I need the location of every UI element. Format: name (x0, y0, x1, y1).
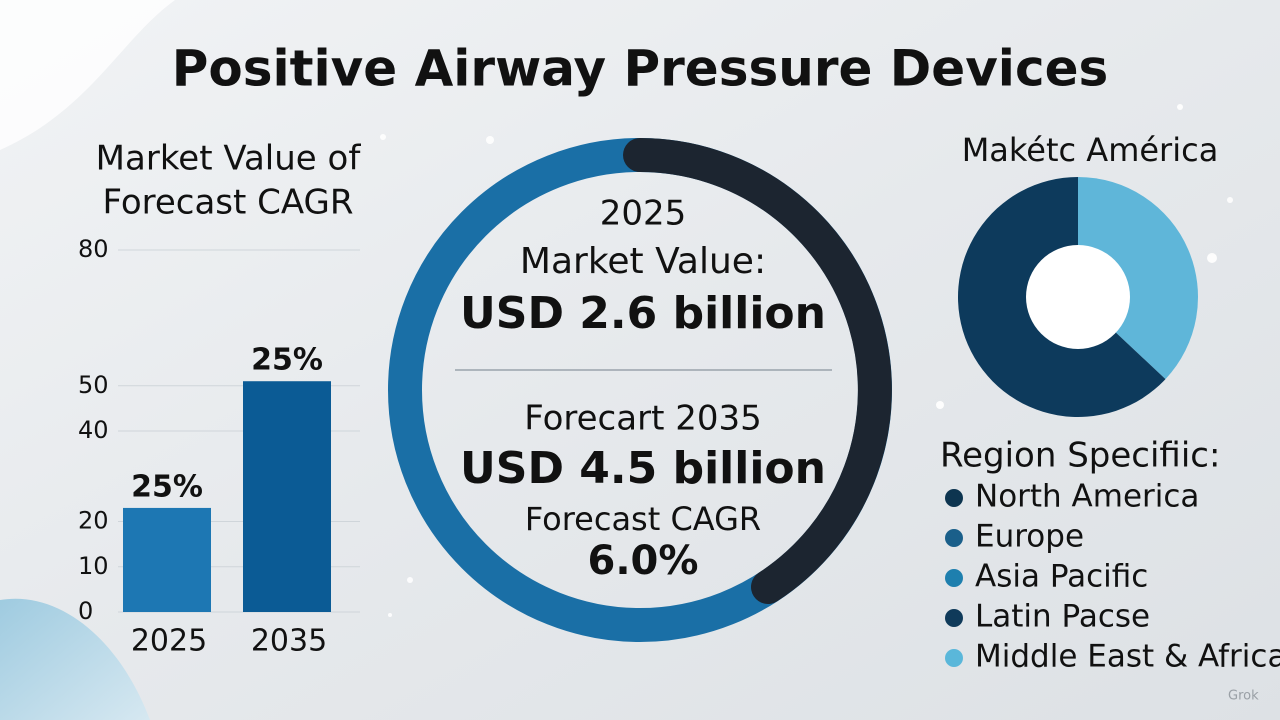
legend-dot (945, 529, 963, 547)
sparkles (380, 104, 1233, 617)
y-tick-label: 10 (78, 552, 109, 580)
legend-dot (945, 569, 963, 587)
legend-label: Europe (975, 519, 1084, 555)
pie-slice (1078, 177, 1198, 380)
bar-annotation: 25% (251, 343, 323, 378)
center-ring-arc (623, 138, 892, 604)
bar (123, 507, 211, 612)
center-text: Forecast CAGR (525, 500, 761, 538)
legend-dot (945, 489, 963, 507)
pie-hole (1026, 245, 1130, 349)
legend-label: North America (975, 479, 1199, 515)
center-text: Forecart 2035 (524, 399, 761, 439)
center-text: 6.0% (588, 538, 699, 584)
center-text: 2025 (600, 194, 687, 234)
chart-subtitle: Forecast CAGR (102, 183, 353, 223)
x-tick-label: 2025 (131, 624, 207, 659)
legend-dot (945, 649, 963, 667)
legend-label: Latin Pacse (975, 599, 1150, 635)
center-text: USD 2.6 billion (460, 288, 826, 339)
chart-title: Makétc América (962, 131, 1219, 169)
corner-shape (0, 0, 175, 150)
bar (243, 381, 331, 612)
legend-title: Region Specifiic: (940, 436, 1220, 476)
legend-label: Middle East & Africa (975, 639, 1280, 675)
corner-shape (0, 598, 150, 720)
y-tick-label: 80 (78, 235, 109, 263)
bar-annotation: 25% (131, 469, 203, 504)
x-tick-label: 2035 (251, 624, 327, 659)
center-text: Market Value: (520, 241, 766, 282)
y-tick-label: 0 (78, 597, 93, 625)
chart-title: Market Value of (96, 139, 362, 179)
center-text: USD 4.5 billion (460, 443, 826, 494)
legend-label: Asia Pacific (975, 559, 1148, 595)
y-tick-label: 20 (78, 507, 109, 535)
y-tick-label: 50 (78, 371, 109, 399)
page-title: Positive Airway Pressure Devices (172, 40, 1109, 98)
y-tick-label: 40 (78, 416, 109, 444)
watermark: Grok (1228, 689, 1259, 704)
legend-dot (945, 609, 963, 627)
